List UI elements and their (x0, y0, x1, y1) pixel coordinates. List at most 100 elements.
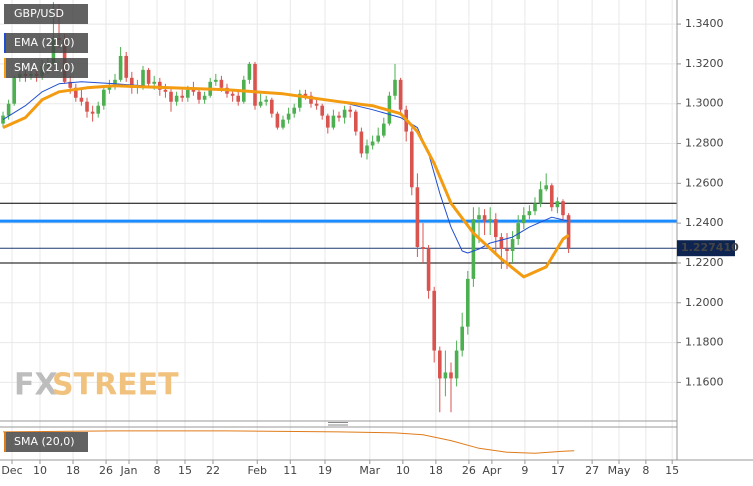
watermark-fx: FX (14, 368, 58, 403)
x-tick-label: 15 (665, 464, 679, 477)
legend-title-box[interactable] (4, 4, 88, 24)
candle-body (348, 109, 353, 112)
candle-body (113, 79, 117, 86)
y-tick-label: 1.2800 (685, 137, 724, 150)
x-tick-label: Apr (482, 464, 502, 477)
legend-entry-text[interactable]: EMA (21,0) (14, 36, 75, 49)
candle-body (79, 97, 84, 102)
candle-body (443, 372, 448, 379)
candle-body (376, 135, 381, 142)
candle-body (163, 89, 168, 92)
x-tick-label: 26 (462, 464, 476, 477)
x-tick-label: 11 (283, 464, 297, 477)
indicator-line (2, 81, 569, 254)
x-tick-label: 18 (66, 464, 80, 477)
x-tick-label: 26 (99, 464, 113, 477)
indicator-line (2, 84, 570, 279)
x-tick-label: 22 (206, 464, 220, 477)
candle-body (488, 219, 492, 222)
y-tick-label: 1.2200 (685, 256, 724, 269)
y-tick-label: 1.2600 (685, 176, 724, 189)
watermark: FX STREET (14, 368, 179, 403)
candle-body (102, 89, 106, 106)
candle-body (174, 95, 179, 102)
indicator-legend-text[interactable]: SMA (20,0) (14, 435, 75, 448)
candle-body (270, 99, 274, 114)
candle-body (482, 215, 487, 222)
indicator-legend-swatch[interactable] (4, 432, 6, 452)
candle-body (236, 95, 241, 102)
candle-body (130, 77, 134, 88)
legend-title-text[interactable]: GBP/USD (14, 7, 64, 20)
candle-body (393, 79, 397, 96)
candle-body (107, 85, 112, 90)
candle-body (247, 63, 252, 80)
candle-body (354, 111, 358, 132)
candle-body (505, 249, 509, 252)
y-tick-label: 1.2000 (685, 296, 724, 309)
candle-body (96, 105, 101, 114)
candle-body (566, 215, 571, 249)
candle-body (561, 201, 565, 216)
x-tick-label: 10 (33, 464, 47, 477)
candle-body (118, 55, 123, 80)
x-tick-label: 19 (318, 464, 332, 477)
candle-body (275, 113, 280, 128)
y-tick-label: 1.2400 (685, 216, 724, 229)
candle-body (197, 91, 201, 100)
candle-body (326, 115, 330, 128)
candle-body (398, 79, 403, 110)
candle-body (186, 89, 190, 98)
candle-body (454, 350, 459, 379)
legend-entry-box[interactable] (4, 58, 88, 78)
candle-body (555, 201, 560, 208)
lines (2, 81, 570, 279)
candle-body (409, 131, 414, 188)
candle-body (465, 278, 470, 327)
candle-body (264, 99, 269, 102)
x-tick-label: Mar (359, 464, 380, 477)
y-tick-label: 1.3400 (685, 17, 724, 30)
candle-body (12, 77, 17, 104)
candle-body (286, 113, 291, 120)
candle-body (90, 111, 95, 114)
candle-body (359, 131, 364, 154)
candle-body (331, 115, 336, 128)
candle-body (510, 239, 515, 252)
resize-handle[interactable] (328, 422, 348, 426)
x-tick-label: 8 (154, 464, 161, 477)
candle-body (538, 189, 543, 204)
y-tick-label: 1.3200 (685, 57, 724, 70)
last-price-box (677, 240, 735, 257)
candle-body (74, 87, 78, 98)
candle-body (124, 55, 129, 78)
candle-body (303, 93, 308, 96)
legend-entry-swatch[interactable] (4, 33, 6, 53)
candle-body (370, 141, 375, 146)
candle-body (382, 123, 386, 136)
candle-body (449, 372, 453, 379)
candle-body (527, 211, 532, 216)
watermark-street: STREET (52, 368, 179, 403)
legend-entry-swatch[interactable] (4, 58, 6, 78)
indicator-legend-box[interactable] (4, 432, 88, 452)
x-tick-label: Jan (120, 464, 138, 477)
y-tick-label: 1.1600 (685, 375, 724, 388)
candle-body (365, 145, 369, 154)
candle-body (292, 107, 297, 114)
y-tick-label: 1.3000 (685, 97, 724, 110)
legend-entry-text[interactable]: SMA (21,0) (14, 61, 75, 74)
candle-body (499, 237, 504, 250)
candle-body (544, 185, 548, 190)
y-tick-label: 1.1800 (685, 336, 724, 349)
candle-body (421, 247, 425, 250)
candle-body (415, 187, 420, 248)
candle-body (230, 93, 235, 96)
candle-body (219, 79, 224, 88)
legend-entry-box[interactable] (4, 33, 88, 53)
candle-body (180, 95, 185, 98)
candle-body (258, 101, 263, 106)
candle-body (521, 215, 526, 224)
